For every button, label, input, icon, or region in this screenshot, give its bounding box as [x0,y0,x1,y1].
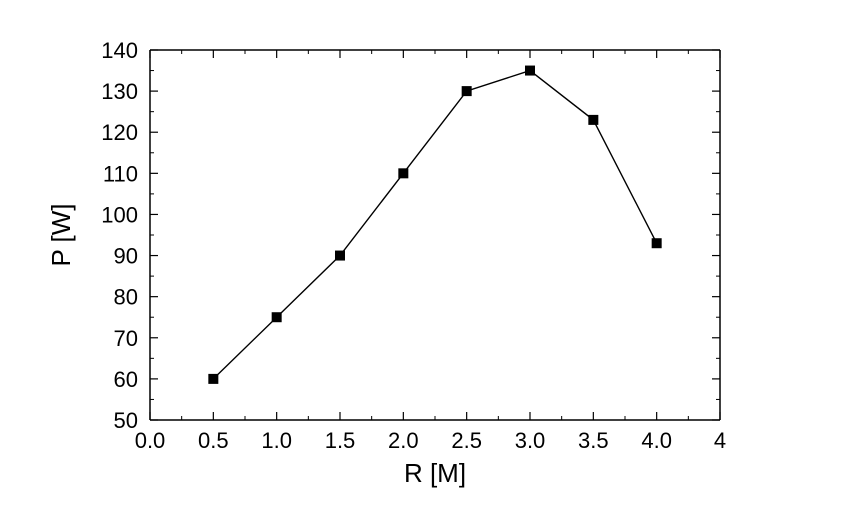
x-tick-label: 2.0 [388,428,419,453]
x-tick-label: 3.5 [578,428,609,453]
x-tick-label: 4 [714,428,726,453]
x-tick-label: 0.0 [135,428,166,453]
x-tick-label: 4.0 [641,428,672,453]
x-tick-label: 0.5 [198,428,229,453]
y-tick-label: 110 [103,161,138,186]
y-tick-label: 130 [101,79,138,104]
y-axis-label: P [W] [46,203,76,266]
line-chart: 0.0 0.5 1.0 1.5 2.0 2.5 3.0 3.5 4.0 4 50 60 70 80 90 10… [0,0,847,517]
y-tick-label: 90 [114,244,138,269]
data-marker [526,66,535,75]
y-tick-label: 140 [101,38,138,63]
data-marker [272,313,281,322]
data-marker [652,239,661,248]
y-tick-label: 70 [114,326,138,351]
data-marker [589,115,598,124]
chart-container: 0.0 0.5 1.0 1.5 2.0 2.5 3.0 3.5 4.0 4 50 60 70 80 90 10… [0,0,847,517]
data-marker [209,374,218,383]
y-tick-label: 120 [101,120,138,145]
data-marker [336,251,345,260]
x-tick-label: 1.5 [325,428,356,453]
x-tick-label: 1.0 [261,428,292,453]
y-tick-label: 100 [101,202,138,227]
data-marker [462,87,471,96]
y-tick-label: 80 [114,285,138,310]
y-tick-label: 60 [114,367,138,392]
y-tick-label: 50 [114,408,138,433]
data-marker [399,169,408,178]
x-tick-label: 3.0 [515,428,546,453]
x-tick-label: 2.5 [451,428,482,453]
x-axis-label: R [M] [404,458,466,488]
